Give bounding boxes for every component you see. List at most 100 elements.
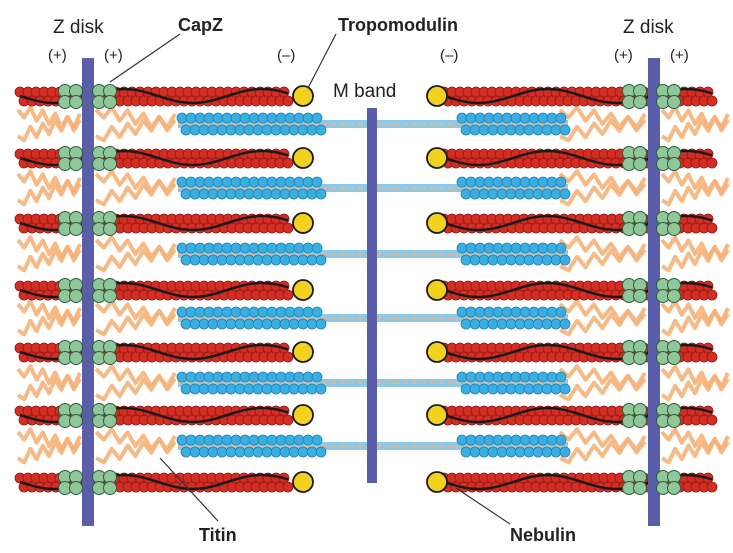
- myosin-head: [266, 434, 278, 446]
- titin-spring: [559, 242, 647, 273]
- myosin-head: [257, 434, 269, 446]
- myosin-head: [257, 371, 269, 383]
- myosin-head: [198, 254, 210, 266]
- titin-spring: [558, 364, 647, 392]
- myosin-head: [559, 188, 571, 200]
- myosin-head: [212, 371, 224, 383]
- capz-subunit: [667, 351, 681, 365]
- myosin-head: [519, 242, 531, 254]
- myosin-head: [185, 176, 197, 188]
- myosin-head: [315, 383, 327, 395]
- myosin-head: [474, 176, 486, 188]
- myosin-head: [311, 112, 323, 124]
- myosin-head: [519, 306, 531, 318]
- myosin-head: [469, 318, 481, 330]
- myosin-head: [465, 176, 477, 188]
- tropomodulin-label: Tropomodulin: [338, 15, 458, 35]
- myosin-head: [478, 383, 490, 395]
- myosin-head: [523, 254, 535, 266]
- capz-subunit: [633, 414, 647, 428]
- capping-proteins: [58, 84, 681, 495]
- myosin-head: [311, 242, 323, 254]
- myosin-head: [514, 383, 526, 395]
- myosin-head: [234, 124, 246, 136]
- myosin-head: [487, 383, 499, 395]
- myosin-head: [257, 306, 269, 318]
- titin-spring: [559, 371, 647, 402]
- myosin-head: [207, 446, 219, 458]
- myosin-head: [225, 254, 237, 266]
- myosin-head: [505, 318, 517, 330]
- myosin-head: [306, 188, 318, 200]
- capz-subunit: [69, 351, 83, 365]
- myosin-head: [541, 318, 553, 330]
- capz-subunit: [633, 95, 647, 109]
- myosin-head: [505, 254, 517, 266]
- tropomodulin-cap: [292, 404, 314, 426]
- actin-monomer: [282, 289, 294, 301]
- capz-subunit: [69, 222, 83, 236]
- myosin-head: [528, 371, 540, 383]
- myosin-head: [555, 242, 567, 254]
- plus-end-label: (+): [48, 47, 67, 64]
- myosin-head: [510, 242, 522, 254]
- myosin-head: [474, 434, 486, 446]
- myosin-head: [279, 318, 291, 330]
- myosin-head: [266, 176, 278, 188]
- capz-subunit: [69, 157, 83, 171]
- myosin-head: [275, 176, 287, 188]
- myosin-head: [456, 176, 468, 188]
- myosin-head: [469, 254, 481, 266]
- titin-spring: [558, 105, 647, 133]
- myosin-head: [483, 306, 495, 318]
- capz-leader-line: [109, 33, 181, 83]
- myosin-head: [510, 112, 522, 124]
- myosin-head: [207, 318, 219, 330]
- myosin-head: [505, 446, 517, 458]
- capz-subunit: [69, 414, 83, 428]
- myosin-head: [252, 383, 264, 395]
- titin-spring: [660, 435, 730, 465]
- myosin-head: [216, 124, 228, 136]
- myosin-head: [261, 318, 273, 330]
- myosin-head: [474, 242, 486, 254]
- titin-spring: [16, 435, 82, 465]
- capz-subunit: [667, 289, 681, 303]
- myosin-head: [537, 112, 549, 124]
- myosin-head: [180, 446, 192, 458]
- titin-label: Titin: [199, 525, 237, 545]
- myosin-head: [248, 112, 260, 124]
- myosin-head: [252, 124, 264, 136]
- nebulin-label: Nebulin: [510, 525, 576, 545]
- myosin-head: [203, 306, 215, 318]
- titin-spring: [95, 306, 177, 337]
- myosin-head: [176, 176, 188, 188]
- myosin-head: [532, 188, 544, 200]
- myosin-head: [302, 112, 314, 124]
- myosin-head: [180, 318, 192, 330]
- myosin-head: [185, 242, 197, 254]
- myosin-head: [501, 112, 513, 124]
- myosin-head: [216, 188, 228, 200]
- myosin-head: [230, 242, 242, 254]
- capz-subunit: [667, 157, 681, 171]
- myosin-head: [248, 306, 260, 318]
- myosin-head: [537, 371, 549, 383]
- myosin-head: [284, 434, 296, 446]
- myosin-head: [297, 446, 309, 458]
- myosin-head: [230, 306, 242, 318]
- myosin-head: [225, 318, 237, 330]
- myosin-head: [510, 434, 522, 446]
- myosin-head: [555, 371, 567, 383]
- myosin-head: [501, 242, 513, 254]
- myosin-head: [469, 124, 481, 136]
- myosin-head: [203, 176, 215, 188]
- z-disk-left-label: Z disk: [53, 17, 104, 38]
- myosin-head: [519, 434, 531, 446]
- myosin-head: [523, 318, 535, 330]
- myosin-head: [207, 188, 219, 200]
- myosin-head: [474, 371, 486, 383]
- myosin-head: [207, 383, 219, 395]
- myosin-head: [288, 446, 300, 458]
- myosin-head: [194, 176, 206, 188]
